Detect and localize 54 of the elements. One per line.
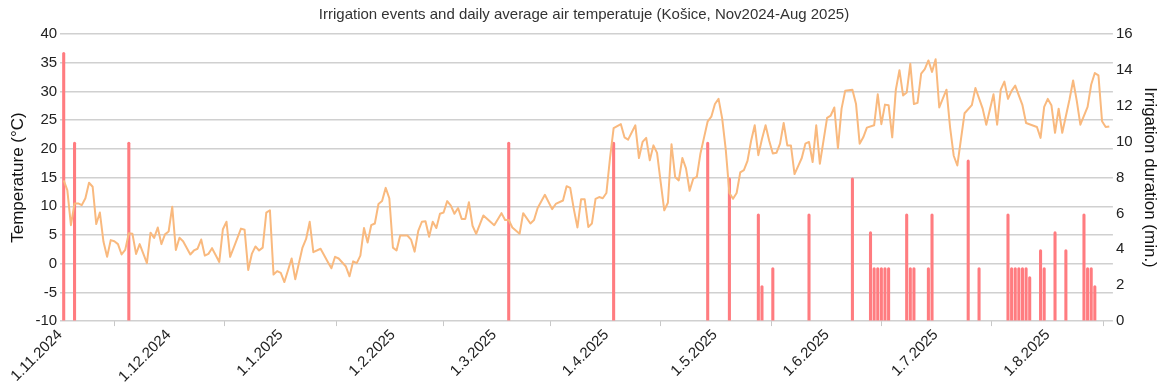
- bar: [905, 213, 909, 321]
- bar: [883, 267, 887, 321]
- y-tick-label: 30: [40, 81, 58, 99]
- y2-tick-label: 8: [1115, 167, 1125, 185]
- y-tick-label: 20: [40, 138, 58, 156]
- bar: [879, 267, 883, 321]
- y-tick-label: 5: [48, 225, 58, 243]
- bar: [73, 141, 77, 321]
- y2-tick-label: 16: [1115, 24, 1133, 42]
- y2-tick-label: 14: [1115, 60, 1133, 78]
- y-tick-label: -5: [43, 282, 58, 300]
- bar: [966, 159, 970, 321]
- y2-tick-label: 10: [1115, 131, 1133, 149]
- bar: [1006, 213, 1010, 321]
- y2-tick-label: 2: [1115, 275, 1125, 293]
- bar: [1089, 267, 1093, 321]
- bar: [887, 267, 891, 321]
- bar: [1053, 231, 1057, 321]
- bar: [850, 177, 854, 321]
- y2-axis-title: Irrigation duration (min.): [1141, 87, 1161, 268]
- bar: [1082, 213, 1086, 321]
- y-axis-title: Temperature (°C): [7, 112, 27, 243]
- bar: [62, 51, 66, 321]
- bar: [1024, 267, 1028, 321]
- y-tick-label: 15: [40, 167, 58, 185]
- y-tick-label: 25: [40, 110, 58, 128]
- bar: [912, 267, 916, 321]
- bar: [868, 231, 873, 321]
- bar: [612, 141, 616, 321]
- bar: [507, 141, 511, 321]
- y2-tick-label: 12: [1115, 95, 1133, 113]
- bar: [127, 141, 131, 321]
- bar: [1013, 267, 1017, 321]
- y2-tick-label: 0: [1115, 311, 1125, 329]
- bar: [807, 213, 811, 321]
- bar: [706, 141, 710, 321]
- y2-tick-label: 4: [1115, 239, 1125, 257]
- bar: [930, 213, 934, 321]
- bar: [771, 267, 775, 321]
- y-tick-label: 0: [48, 253, 58, 271]
- bar: [727, 177, 731, 321]
- chart-title: Irrigation events and daily average air temperatuje (Košice, Nov2024-Aug 2025): [318, 5, 850, 23]
- bar: [1020, 267, 1024, 321]
- bar: [876, 267, 880, 321]
- y-tick-label: -10: [35, 311, 58, 329]
- bar: [977, 267, 981, 321]
- bar: [756, 213, 760, 321]
- y-tick-label: 35: [40, 52, 58, 70]
- y-tick-label: 10: [40, 196, 58, 214]
- bar: [1039, 249, 1043, 321]
- y-tick-label: 40: [40, 24, 58, 42]
- bar: [1064, 249, 1068, 321]
- bar: [1017, 267, 1021, 321]
- y2-tick-label: 6: [1115, 203, 1125, 221]
